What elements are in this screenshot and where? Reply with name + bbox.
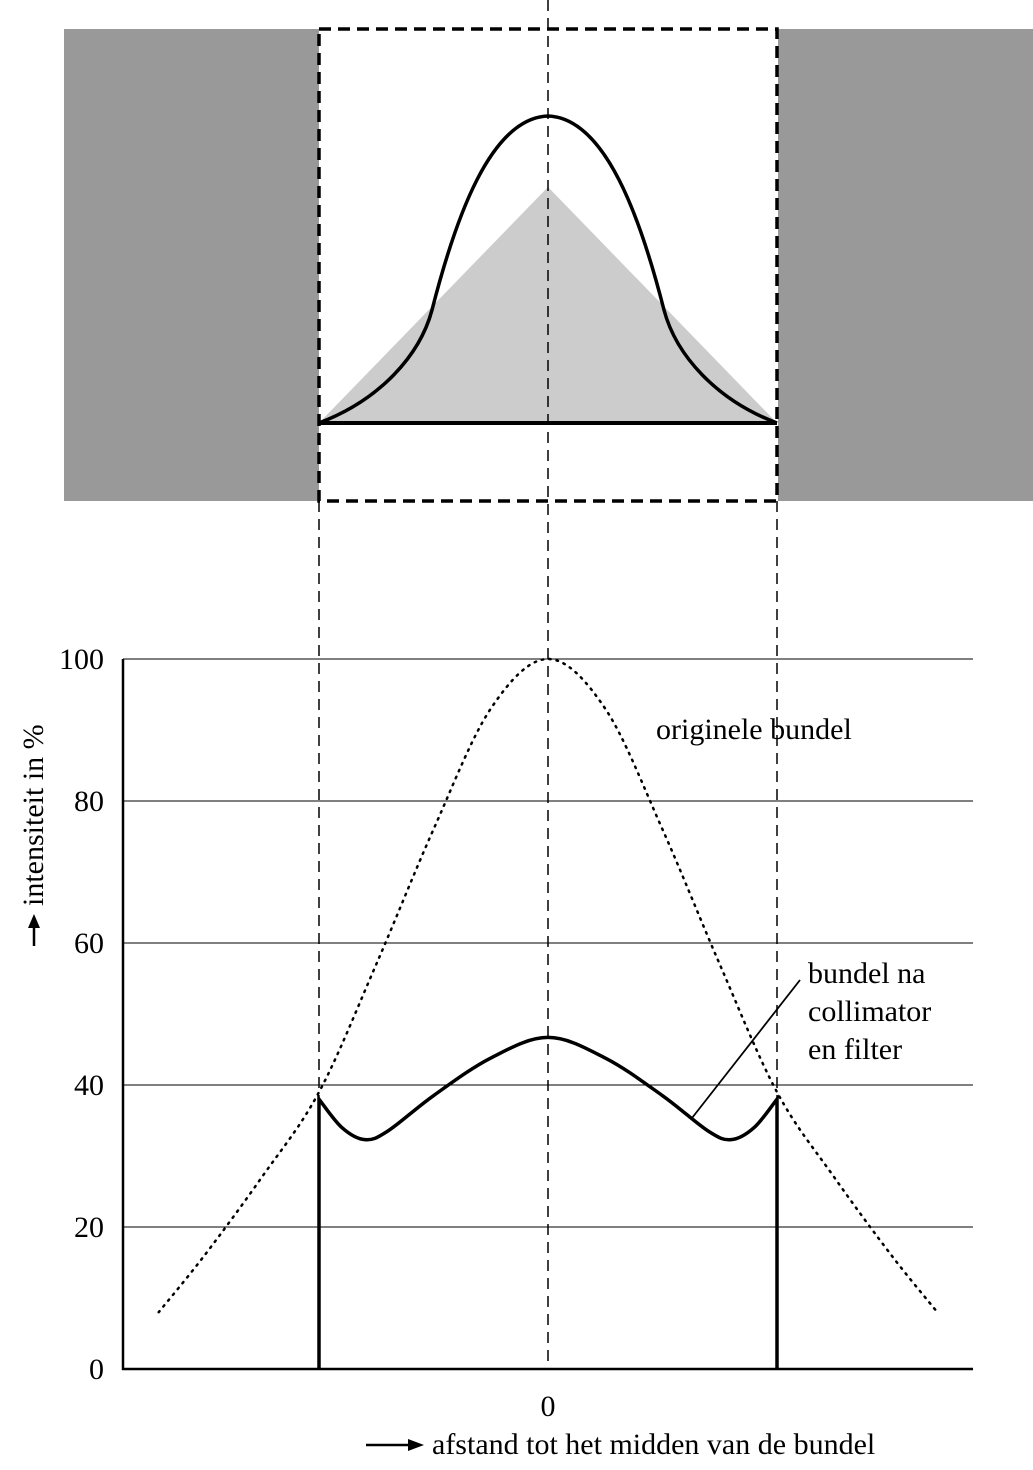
x-tick-label: 0 [541, 1390, 556, 1423]
collimator-block-left [64, 29, 319, 501]
projection-lines [318, 0, 778, 1368]
label-originele-bundel: originele bundel [656, 713, 852, 746]
label-bundel-na-collimator: bundel na collimator en filter [808, 957, 931, 1066]
x-axis-label: afstand tot het midden van de bundel [366, 1428, 875, 1461]
right-arrow-icon [366, 1439, 424, 1451]
series-bundel-na-collimator [317, 1035, 779, 1369]
filter-triangle [319, 187, 777, 423]
y-axis-label: intensiteit in % [17, 724, 50, 946]
x-axis-title: afstand tot het midden van de bundel [432, 1428, 875, 1461]
y-tick-labels: 0 20 40 60 80 100 [59, 643, 104, 1386]
y-tick-label: 40 [74, 1069, 104, 1102]
y-tick-label: 100 [59, 643, 104, 676]
series-originele-bundel [157, 657, 939, 1314]
y-tick-label: 20 [74, 1211, 104, 1244]
y-axis-title: intensiteit in % [17, 724, 50, 906]
right-arrow-icon [28, 914, 40, 946]
collimator-block-right [778, 29, 1033, 501]
leader-line [691, 979, 801, 1119]
grid-lines [123, 658, 973, 1228]
collimator-schematic [64, 27, 1033, 503]
y-tick-label: 0 [89, 1353, 104, 1386]
y-tick-label: 80 [74, 785, 104, 818]
y-tick-label: 60 [74, 927, 104, 960]
